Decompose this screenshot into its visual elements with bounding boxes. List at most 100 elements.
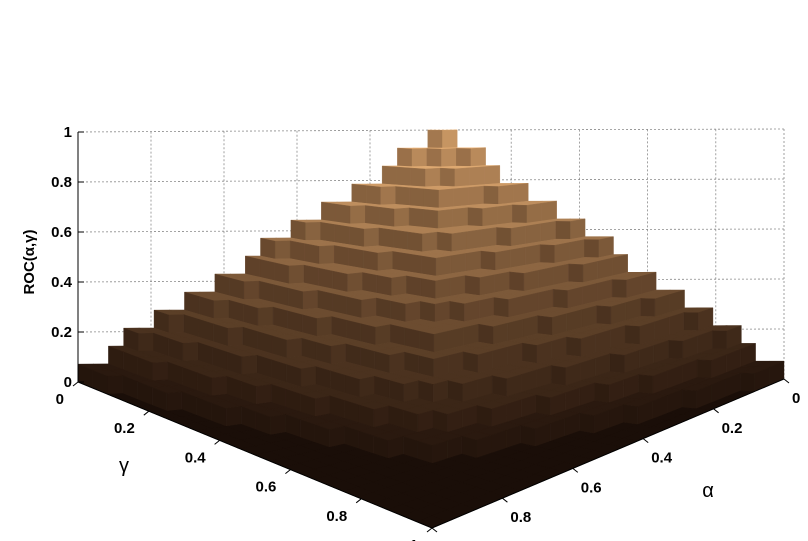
alpha-axis-line bbox=[431, 378, 785, 529]
gamma-tick bbox=[426, 527, 433, 533]
alpha-tick bbox=[713, 408, 719, 414]
surface-step-face bbox=[424, 167, 441, 188]
surface-step-face bbox=[554, 242, 570, 264]
surface-step-face bbox=[712, 330, 727, 350]
surface-step-face bbox=[525, 223, 542, 245]
axes bbox=[77, 132, 785, 529]
alpha-tick bbox=[502, 497, 508, 503]
surface-step-face bbox=[376, 275, 392, 297]
surface-step-face bbox=[243, 280, 260, 300]
surface-step-face bbox=[434, 301, 450, 323]
surface-step-face bbox=[318, 267, 334, 290]
surface-step-face bbox=[391, 275, 407, 297]
surface-step-face bbox=[406, 275, 422, 297]
surface-step-face bbox=[376, 297, 392, 320]
surface-step-face bbox=[440, 167, 455, 187]
surface-step-face bbox=[681, 389, 697, 410]
surface-step-face bbox=[274, 262, 289, 285]
gamma-tick bbox=[355, 498, 362, 504]
surface-step-face bbox=[407, 231, 423, 253]
surface-step-face bbox=[410, 167, 426, 188]
surface-step-face bbox=[378, 227, 394, 249]
z-tick-labels: 0 0.2 0.4 0.6 0.8 1 bbox=[51, 124, 84, 391]
surface-step-face bbox=[480, 250, 496, 271]
surface-step-face bbox=[465, 275, 480, 296]
surface-step-face bbox=[168, 314, 185, 334]
alpha-tick-label: 0.4 bbox=[651, 450, 673, 467]
surface-step-face bbox=[408, 207, 424, 228]
surface-step-face bbox=[483, 185, 499, 205]
gamma-tick-label: 0.4 bbox=[185, 449, 207, 466]
alpha-tick bbox=[572, 468, 579, 473]
surface-step-face bbox=[426, 148, 442, 168]
gamma-tick bbox=[214, 440, 220, 445]
surface-step-face bbox=[393, 207, 410, 228]
surface-step-face bbox=[452, 207, 469, 228]
surface-step-face bbox=[470, 147, 486, 167]
surface-step-face bbox=[465, 250, 482, 272]
gamma-tick-label: 0 bbox=[56, 391, 64, 408]
surface-step-face bbox=[555, 221, 571, 240]
surface-step-face bbox=[404, 327, 420, 350]
surface-step-face bbox=[420, 278, 436, 300]
surface-step-face bbox=[316, 316, 332, 337]
surface-step-face bbox=[330, 343, 346, 365]
surface-step-face bbox=[365, 185, 381, 206]
surface-step-face bbox=[317, 290, 333, 312]
surface-step-face bbox=[497, 204, 513, 225]
surface-step-face bbox=[441, 129, 458, 149]
surface-step-face bbox=[509, 271, 525, 292]
surface-step-face bbox=[420, 301, 435, 323]
surface-step-face bbox=[484, 165, 501, 185]
alpha-tick bbox=[783, 378, 790, 384]
surface-step-face bbox=[584, 239, 599, 258]
surface-step-face bbox=[540, 221, 557, 242]
surface-step-face bbox=[300, 366, 316, 387]
z-tick-label: 0.4 bbox=[51, 274, 73, 291]
surface-step-face bbox=[421, 255, 437, 277]
surface-step-face bbox=[512, 204, 527, 224]
gamma-tick-labels: 0 0.2 0.4 0.6 0.8 1 bbox=[56, 381, 433, 541]
z-axis-label: ROC(α,γ) bbox=[21, 229, 38, 294]
surface-step-face bbox=[512, 183, 529, 204]
surface-step-face bbox=[440, 148, 457, 168]
gamma-tick-label: 0.6 bbox=[256, 479, 277, 496]
surface-step-face bbox=[625, 325, 640, 345]
surface-step-face bbox=[594, 382, 610, 404]
surface-step-face bbox=[419, 330, 435, 353]
surface-step-face bbox=[406, 253, 422, 275]
surface-step-face bbox=[380, 186, 396, 206]
surface-step-face bbox=[241, 355, 258, 375]
surface-step-face bbox=[623, 404, 639, 425]
surface-step-face bbox=[668, 340, 684, 360]
surface-step-face bbox=[351, 183, 367, 204]
surface-step-face bbox=[509, 247, 526, 268]
surface-step-face bbox=[257, 306, 274, 327]
surface-step-face bbox=[346, 296, 362, 319]
surface-step-face bbox=[683, 312, 699, 331]
surface-step-face bbox=[494, 271, 510, 293]
alpha-tick bbox=[431, 527, 438, 533]
surface-step-face bbox=[321, 201, 336, 223]
surface-step-face bbox=[397, 147, 412, 167]
surface-step-face bbox=[320, 222, 336, 243]
surface-step-face bbox=[454, 167, 470, 187]
surface-step-face bbox=[424, 188, 439, 209]
surface-step-face bbox=[396, 166, 411, 187]
surface-step-face bbox=[138, 332, 154, 352]
surface-step-face bbox=[421, 231, 438, 253]
surface-step-face bbox=[255, 384, 272, 405]
surface-step-face bbox=[569, 218, 586, 240]
surface-step-face bbox=[450, 275, 466, 297]
surface-step-face bbox=[463, 351, 478, 373]
surface-step-face bbox=[609, 353, 625, 374]
surface-step-face bbox=[314, 395, 331, 417]
surface-step-face bbox=[348, 247, 364, 269]
surface-step-face bbox=[227, 326, 244, 347]
gamma-axis-line bbox=[77, 381, 433, 529]
surface-step-face bbox=[381, 165, 397, 186]
surface-step-face bbox=[510, 225, 527, 247]
surface-step-face bbox=[526, 202, 542, 224]
gamma-tick-label: 0.2 bbox=[114, 420, 135, 437]
